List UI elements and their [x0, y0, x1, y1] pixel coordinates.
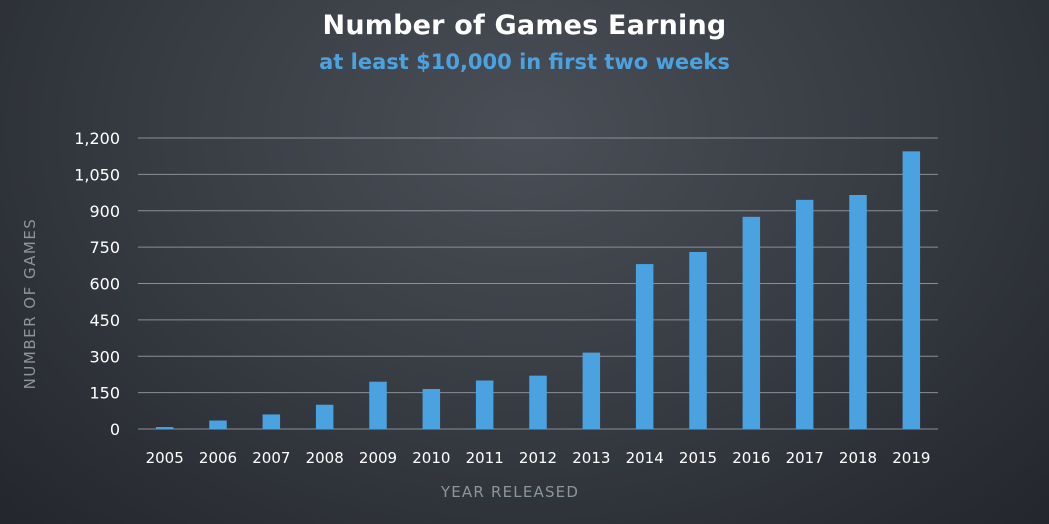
bar-2012	[529, 375, 547, 429]
bar-2005	[155, 427, 174, 429]
x-tick-label: 2017	[786, 449, 824, 467]
bar-2011	[475, 380, 494, 429]
bar-2007	[262, 414, 281, 429]
x-tick-label: 2007	[252, 449, 290, 467]
bar-2009	[369, 381, 387, 429]
x-tick-label: 2008	[306, 449, 344, 467]
x-tick-label: 2018	[839, 449, 877, 467]
y-axis-label: NUMBER OF GAMES	[21, 218, 39, 390]
bar-2019	[902, 151, 921, 429]
y-tick-label: 900	[89, 202, 120, 221]
x-tick-label: 2014	[626, 449, 664, 467]
y-tick-label: 0	[110, 420, 120, 439]
y-tick-label: 1,050	[74, 165, 120, 184]
bar-2014	[635, 264, 654, 429]
y-tick-label: 750	[89, 238, 120, 257]
y-tick-label: 150	[89, 384, 120, 403]
x-tick-label: 2013	[572, 449, 610, 467]
bar-2016	[742, 216, 761, 429]
x-tick-label: 2011	[466, 449, 504, 467]
x-tick-label: 2012	[519, 449, 557, 467]
bar-2010	[422, 388, 441, 429]
y-tick-labels: 0 150 300 450 600 750 900 1,050 1,200	[74, 129, 120, 439]
x-tick-label: 2006	[199, 449, 237, 467]
x-tick-label: 2005	[146, 449, 184, 467]
chart-title: Number of Games Earning	[322, 10, 727, 41]
bar-2017	[795, 199, 814, 429]
y-tick-label: 450	[89, 311, 120, 330]
chart-subtitle: at least $10,000 in first two weeks	[319, 50, 730, 74]
bars	[155, 151, 921, 429]
x-tick-label: 2010	[412, 449, 450, 467]
bar-2008	[315, 404, 334, 429]
y-tick-label: 600	[89, 275, 120, 294]
x-tick-label: 2015	[679, 449, 717, 467]
x-tick-label: 2019	[892, 449, 930, 467]
bar-2018	[849, 194, 867, 429]
y-tick-label: 1,200	[74, 129, 120, 148]
x-tick-label: 2009	[359, 449, 397, 467]
y-tick-label: 300	[89, 347, 120, 366]
x-tick-label: 2016	[732, 449, 770, 467]
bar-2015	[689, 251, 707, 429]
bar-2013	[582, 352, 601, 429]
x-tick-labels: 2005 2006 2007 2008 2009 2010 2011 2012 2013 2014…	[146, 449, 931, 467]
bar-2006	[209, 420, 227, 429]
x-axis-label: YEAR RELEASED	[440, 483, 579, 501]
